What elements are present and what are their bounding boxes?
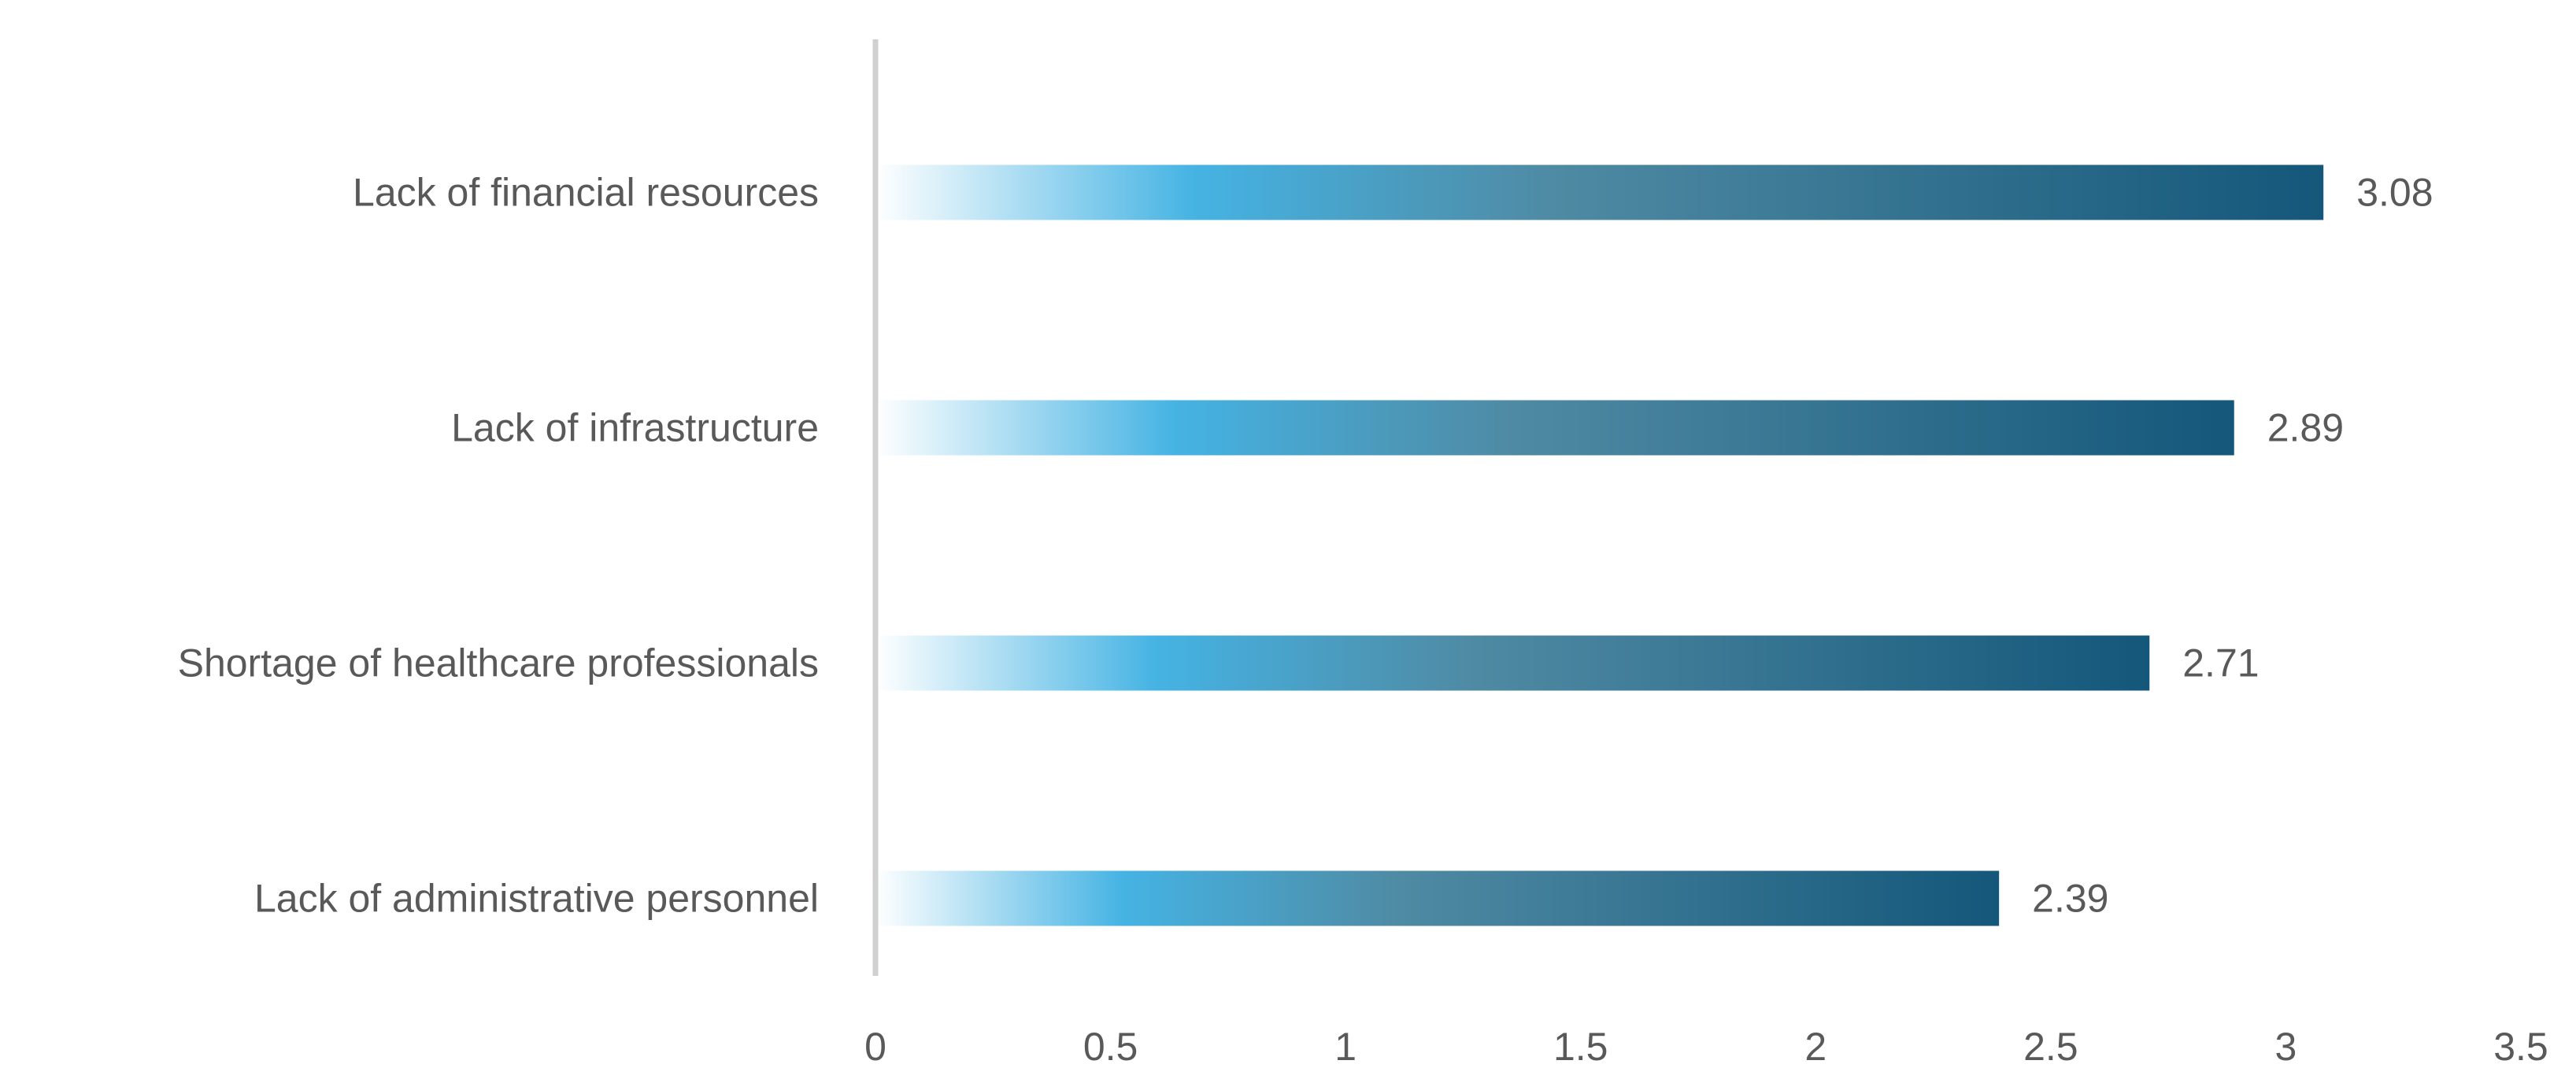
- category-label: Lack of administrative personnel: [254, 877, 819, 921]
- x-tick-label: 3: [2275, 1025, 2297, 1069]
- data-labels: 3.08 2.89 2.71 2.39: [2032, 171, 2433, 921]
- x-tick-label: 2: [1804, 1025, 1827, 1069]
- bar-0: [875, 164, 2324, 220]
- x-tick-label: 0: [864, 1025, 886, 1069]
- category-label: Shortage of healthcare professionals: [178, 641, 819, 685]
- bar-3: [875, 870, 2000, 926]
- x-tick-label: 1.5: [1553, 1025, 1608, 1069]
- category-label: Lack of financial resources: [353, 171, 819, 215]
- x-tick-label: 3.5: [2493, 1025, 2548, 1069]
- bar-1: [875, 400, 2234, 456]
- category-label: Lack of infrastructure: [451, 406, 819, 450]
- x-axis-ticks: 0 0.5 1 1.5 2 2.5 3 3.5: [864, 1025, 2548, 1069]
- data-label: 2.89: [2267, 406, 2344, 450]
- data-label: 3.08: [2356, 171, 2433, 215]
- data-label: 2.71: [2182, 641, 2259, 685]
- bars-layer: [875, 164, 2324, 926]
- data-label: 2.39: [2032, 877, 2108, 921]
- x-tick-label: 2.5: [2023, 1025, 2078, 1069]
- x-tick-label: 1: [1334, 1025, 1356, 1069]
- x-tick-label: 0.5: [1083, 1025, 1138, 1069]
- bar-2: [875, 635, 2150, 691]
- category-labels: Lack of financial resources Lack of infra…: [178, 171, 819, 921]
